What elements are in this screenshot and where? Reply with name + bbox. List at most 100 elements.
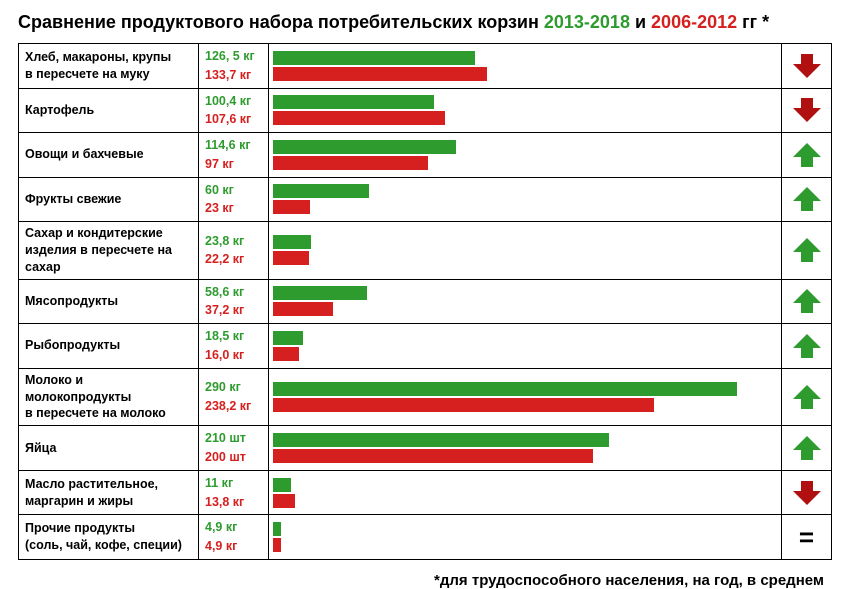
bar-new (273, 286, 367, 300)
table-row: Молоко и молокопродуктыв пересчете на мо… (19, 368, 832, 426)
table-row: Прочие продукты(соль, чай, кофе, специи)… (19, 515, 832, 560)
arrow-down-icon (791, 479, 823, 507)
comparison-table: Хлеб, макароны, крупыв пересчете на муку… (18, 43, 832, 560)
values-cell: 23,8 кг22,2 кг (199, 222, 269, 280)
bar-old (273, 449, 593, 463)
trend-cell (782, 222, 832, 280)
value-new: 126, 5 кг (205, 47, 262, 66)
bar-old (273, 302, 333, 316)
table-row: Хлеб, макароны, крупыв пересчете на муку… (19, 44, 832, 89)
arrow-up-icon (791, 383, 823, 411)
trend-cell (782, 426, 832, 471)
table-row: Фрукты свежие60 кг23 кг (19, 177, 832, 222)
product-name: Фрукты свежие (19, 177, 199, 222)
arrow-up-icon (791, 287, 823, 315)
table-row: Масло растительное,маргарин и жиры11 кг1… (19, 470, 832, 515)
values-cell: 290 кг238,2 кг (199, 368, 269, 426)
trend-cell (782, 44, 832, 89)
values-cell: 126, 5 кг133,7 кг (199, 44, 269, 89)
bars-cell (269, 279, 782, 324)
value-new: 4,9 кг (205, 518, 262, 537)
product-name: Прочие продукты(соль, чай, кофе, специи) (19, 515, 199, 560)
bar-new (273, 382, 737, 396)
values-cell: 4,9 кг4,9 кг (199, 515, 269, 560)
value-new: 60 кг (205, 181, 262, 200)
title-period-new: 2013-2018 (544, 12, 630, 32)
arrow-up-icon (791, 141, 823, 169)
bar-old (273, 398, 654, 412)
bar-old (273, 111, 445, 125)
value-old: 4,9 кг (205, 537, 262, 556)
arrow-down-icon (791, 96, 823, 124)
trend-cell (782, 470, 832, 515)
values-cell: 210 шт200 шт (199, 426, 269, 471)
bar-old (273, 494, 295, 508)
product-name: Картофель (19, 88, 199, 133)
bars-cell (269, 44, 782, 89)
bars-cell (269, 426, 782, 471)
bar-old (273, 251, 309, 265)
title-and: и (630, 12, 651, 32)
equal-icon: = (799, 522, 814, 552)
bar-old (273, 538, 281, 552)
trend-cell (782, 88, 832, 133)
arrow-up-icon (791, 434, 823, 462)
bars-cell (269, 470, 782, 515)
value-new: 100,4 кг (205, 92, 262, 111)
chart-title: Сравнение продуктового набора потребител… (18, 12, 832, 33)
trend-cell (782, 324, 832, 369)
table-row: Яйца210 шт200 шт (19, 426, 832, 471)
product-name: Сахар и кондитерскиеизделия в пересчете … (19, 222, 199, 280)
value-old: 37,2 кг (205, 301, 262, 320)
bars-cell (269, 133, 782, 178)
value-new: 114,6 кг (205, 136, 262, 155)
value-new: 58,6 кг (205, 283, 262, 302)
value-old: 97 кг (205, 155, 262, 174)
value-old: 13,8 кг (205, 493, 262, 512)
arrow-up-icon (791, 332, 823, 360)
trend-cell (782, 133, 832, 178)
value-old: 133,7 кг (205, 66, 262, 85)
bar-new (273, 51, 475, 65)
table-row: Картофель 100,4 кг107,6 кг (19, 88, 832, 133)
value-new: 11 кг (205, 474, 262, 493)
bars-cell (269, 177, 782, 222)
values-cell: 58,6 кг37,2 кг (199, 279, 269, 324)
title-period-old: 2006-2012 (651, 12, 737, 32)
values-cell: 114,6 кг97 кг (199, 133, 269, 178)
footnote: *для трудоспособного населения, на год, … (18, 572, 832, 589)
value-new: 18,5 кг (205, 327, 262, 346)
values-cell: 11 кг13,8 кг (199, 470, 269, 515)
bar-new (273, 331, 303, 345)
bars-cell (269, 324, 782, 369)
bar-new (273, 478, 291, 492)
value-new: 210 шт (205, 429, 262, 448)
product-name: Овощи и бахчевые (19, 133, 199, 178)
bar-old (273, 200, 310, 214)
bar-new (273, 95, 434, 109)
product-name: Мясопродукты (19, 279, 199, 324)
trend-cell (782, 368, 832, 426)
value-old: 107,6 кг (205, 110, 262, 129)
bars-cell (269, 515, 782, 560)
product-name: Молоко и молокопродуктыв пересчете на мо… (19, 368, 199, 426)
product-name: Яйца (19, 426, 199, 471)
bar-new (273, 433, 609, 447)
title-suffix: гг * (737, 12, 769, 32)
value-new: 23,8 кг (205, 232, 262, 251)
value-old: 16,0 кг (205, 346, 262, 365)
bar-old (273, 156, 428, 170)
arrow-up-icon (791, 236, 823, 264)
trend-cell (782, 279, 832, 324)
table-row: Рыбопродукты 18,5 кг16,0 кг (19, 324, 832, 369)
bar-new (273, 184, 369, 198)
values-cell: 60 кг23 кг (199, 177, 269, 222)
bar-new (273, 235, 311, 249)
trend-cell: = (782, 515, 832, 560)
arrow-down-icon (791, 52, 823, 80)
product-name: Рыбопродукты (19, 324, 199, 369)
trend-cell (782, 177, 832, 222)
value-new: 290 кг (205, 378, 262, 397)
table-row: Мясопродукты58,6 кг37,2 кг (19, 279, 832, 324)
arrow-up-icon (791, 185, 823, 213)
